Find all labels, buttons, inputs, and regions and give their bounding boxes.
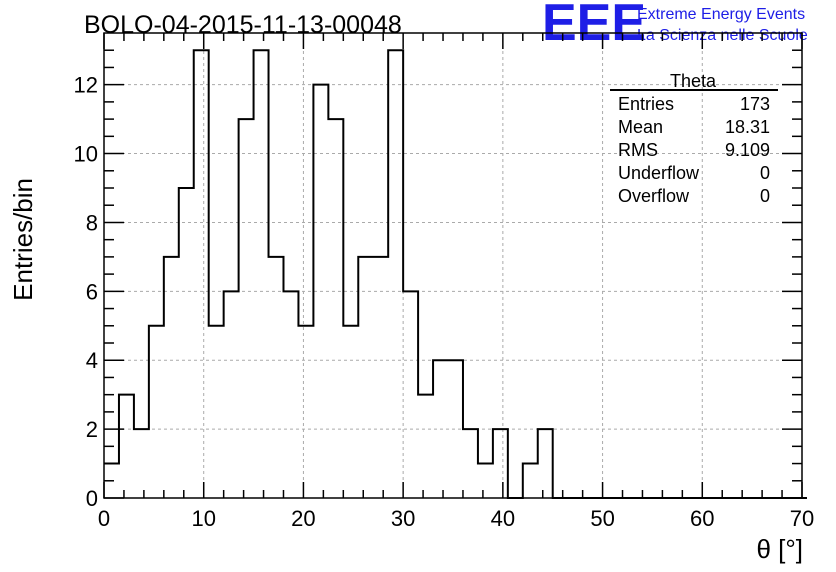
stats-label: Overflow	[618, 186, 690, 206]
y-tick-label: 6	[86, 279, 98, 304]
y-tick-label: 2	[86, 417, 98, 442]
stats-label: Mean	[618, 117, 663, 137]
histogram-bin	[418, 395, 433, 498]
x-tick-labels: 0 10 20 30 40 50 60 70	[98, 506, 814, 531]
x-axis-title: θ [°]	[756, 534, 803, 564]
histogram-bin	[478, 464, 493, 498]
stats-label: RMS	[618, 140, 658, 160]
histogram-bin	[343, 326, 358, 498]
histogram-bin	[179, 188, 194, 498]
stats-title: Theta	[670, 71, 717, 91]
histogram-bin	[164, 257, 179, 498]
histogram-bin	[119, 395, 134, 498]
x-tick-label: 30	[391, 506, 415, 531]
histogram-bin	[149, 326, 164, 498]
stats-label: Entries	[618, 94, 674, 114]
stats-value: 0	[760, 163, 770, 183]
histogram-bin	[239, 119, 254, 498]
histogram-bin	[194, 50, 209, 498]
histogram-bin	[403, 291, 418, 498]
y-tick-label: 4	[86, 348, 98, 373]
x-tick-label: 10	[191, 506, 215, 531]
histogram-bin	[388, 50, 403, 498]
histogram-bin	[283, 291, 298, 498]
histogram-bin	[209, 326, 224, 498]
x-tick-label: 20	[291, 506, 315, 531]
histogram-bin	[373, 257, 388, 498]
x-tick-label: 0	[98, 506, 110, 531]
y-tick-label: 10	[74, 142, 98, 167]
histogram-bin	[358, 257, 373, 498]
histogram-bin	[224, 291, 239, 498]
x-tick-label: 60	[690, 506, 714, 531]
x-tick-label: 40	[491, 506, 515, 531]
histogram-bin	[298, 326, 313, 498]
y-tick-label: 0	[86, 486, 98, 511]
histogram-bin	[538, 429, 553, 498]
y-axis-title: Entries/bin	[8, 178, 38, 301]
x-tick-label: 70	[790, 506, 814, 531]
x-tick-label: 50	[590, 506, 614, 531]
histogram-bin	[328, 119, 343, 498]
y-tick-label: 12	[74, 73, 98, 98]
stats-box: Theta Entries 173 Mean 18.31 RMS 9.109 U…	[610, 71, 778, 206]
plot-frame	[103, 32, 803, 499]
histogram-bin	[269, 257, 284, 498]
logo-line1: Extreme Energy Events	[637, 6, 805, 23]
histogram-bin	[463, 429, 478, 498]
logo-mark: EEE	[542, 0, 646, 52]
stats-value: 0	[760, 186, 770, 206]
y-tick-label: 8	[86, 210, 98, 235]
stats-label: Underflow	[618, 163, 700, 183]
histogram-bin	[523, 464, 538, 498]
stats-value: 18.31	[725, 117, 770, 137]
stats-value: 173	[740, 94, 770, 114]
stats-value: 9.109	[725, 140, 770, 160]
histogram-bin	[134, 429, 149, 498]
y-tick-labels: 0 2 4 6 8 10 12	[74, 73, 98, 511]
eee-logo: EEE Extreme Energy Events La Scienza nel…	[542, 0, 808, 52]
histogram-bin	[493, 429, 508, 498]
histogram-outline	[104, 49, 807, 499]
histogram-bin	[254, 50, 269, 498]
